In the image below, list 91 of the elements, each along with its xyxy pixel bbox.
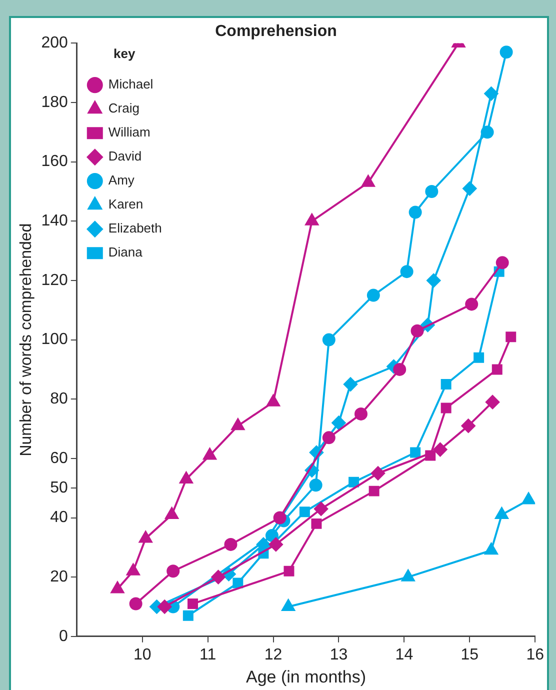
point — [309, 478, 322, 492]
point — [425, 450, 436, 461]
point — [426, 273, 441, 288]
x-axis-title: Age (in months) — [246, 667, 366, 686]
point — [354, 407, 368, 420]
y-tick-label: 120 — [41, 272, 68, 289]
point — [232, 578, 244, 588]
point — [158, 600, 172, 614]
point — [273, 511, 286, 524]
point — [332, 416, 346, 430]
y-tick-label: 80 — [50, 390, 68, 408]
point — [266, 394, 280, 406]
point — [166, 564, 180, 578]
legend-title: key — [114, 46, 136, 62]
y-tick-label: 0 — [58, 628, 68, 645]
point — [495, 507, 508, 520]
point — [433, 442, 448, 457]
y-tick-label: 100 — [41, 331, 68, 348]
y-axis-title: Number of words comprehended — [18, 223, 36, 456]
point — [408, 206, 422, 219]
point — [462, 182, 477, 196]
x-tick-label: 11 — [200, 646, 216, 664]
point — [506, 332, 516, 342]
point — [366, 288, 380, 302]
point — [368, 486, 380, 496]
legend-label: Michael — [108, 76, 154, 92]
point — [110, 581, 124, 594]
x-tick-label: 10 — [133, 646, 152, 664]
y-tick-label: 20 — [50, 568, 68, 586]
point — [348, 476, 360, 488]
point — [500, 46, 513, 59]
point — [129, 597, 142, 610]
point — [344, 377, 358, 392]
legend-label: Elizabeth — [108, 220, 162, 236]
point — [188, 598, 198, 610]
point — [461, 418, 476, 433]
point — [282, 599, 295, 611]
point — [484, 542, 498, 555]
x-tick-label: 16 — [526, 646, 544, 664]
y-tick-label: 180 — [41, 94, 68, 111]
legend-label: Amy — [108, 172, 135, 188]
y-tick-label: 160 — [41, 153, 68, 170]
point — [299, 506, 310, 518]
point — [138, 531, 152, 543]
legend-label: Craig — [108, 100, 140, 116]
point — [182, 610, 194, 621]
y-tick-label: 140 — [41, 212, 68, 230]
point — [410, 324, 424, 338]
point — [484, 86, 498, 101]
point — [486, 395, 500, 410]
x-tick-label: 13 — [330, 646, 348, 664]
point — [465, 298, 478, 311]
point — [440, 379, 452, 390]
point — [400, 265, 414, 278]
x-tick-label: 12 — [264, 646, 282, 664]
point — [203, 448, 216, 460]
point — [126, 564, 140, 576]
point — [314, 502, 328, 516]
point — [265, 529, 278, 542]
point — [268, 537, 283, 552]
y-tick-label: 40 — [50, 509, 68, 526]
y-tick-label: 50 — [50, 480, 68, 497]
point — [224, 538, 238, 551]
point — [311, 518, 322, 529]
point — [496, 256, 509, 270]
point — [322, 431, 336, 444]
point — [480, 126, 494, 139]
legend-label: Karen — [108, 196, 144, 212]
point — [322, 333, 336, 346]
x-tick-label: 14 — [395, 646, 414, 664]
point — [474, 352, 484, 363]
chart-title: Comprehension — [215, 23, 337, 40]
point — [492, 364, 502, 375]
point — [180, 472, 193, 484]
point — [440, 402, 452, 414]
point — [211, 570, 226, 584]
point — [393, 362, 406, 376]
point — [522, 492, 536, 504]
point — [371, 466, 386, 480]
point — [410, 447, 421, 458]
point — [165, 507, 178, 520]
y-tick-label: 200 — [41, 34, 68, 52]
legend-label: Diana — [108, 244, 144, 260]
x-tick-label: 15 — [460, 646, 479, 664]
legend-label: William — [108, 124, 150, 140]
point — [231, 418, 245, 430]
y-tick-label: 60 — [50, 450, 68, 467]
legend-label: David — [108, 148, 142, 164]
point — [401, 570, 415, 582]
point — [425, 185, 438, 198]
point — [284, 566, 294, 576]
